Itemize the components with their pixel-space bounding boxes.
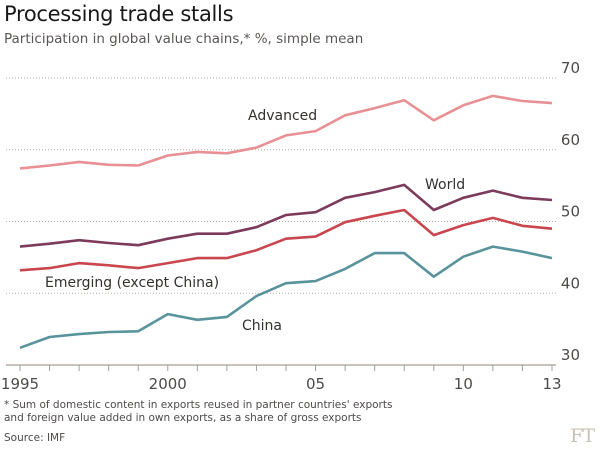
- y-tick-label: 70: [561, 59, 580, 77]
- footnote-line-1: * Sum of domestic content in exports reu…: [4, 399, 393, 411]
- series-lines: [19, 94, 553, 350]
- series-line-advanced: [19, 94, 553, 170]
- y-tick-label: 40: [561, 274, 580, 292]
- x-axis: 1995 2000 05 10 13: [1, 364, 562, 393]
- line-chart: 30 40 50 60 70 1995 2000 05 10 13 Advanced World E…: [1, 59, 580, 393]
- x-tick-label: 1995: [1, 375, 39, 393]
- series-line-world: [19, 183, 553, 248]
- ft-logo: FT: [570, 425, 595, 447]
- y-tick-label: 60: [561, 131, 580, 149]
- series-label: Advanced: [248, 108, 317, 124]
- y-tick-label: 50: [561, 203, 580, 221]
- x-tick-label: 10: [454, 375, 473, 393]
- footnote-line-2: and foreign value added in own exports, …: [4, 412, 362, 424]
- y-tick-labels: 30 40 50 60 70: [561, 59, 580, 364]
- series-line-emerging-except-china: [19, 208, 553, 272]
- series-labels: Advanced World Emerging (except China) Chin…: [45, 108, 465, 334]
- footnote: * Sum of domestic content in exports reu…: [4, 399, 444, 425]
- series-label: China: [242, 318, 282, 334]
- series-label: World: [425, 177, 465, 193]
- x-tick-label: 2000: [149, 375, 187, 393]
- x-tick-label: 13: [542, 375, 561, 393]
- x-tick-label: 05: [306, 375, 325, 393]
- series-line-china: [19, 245, 553, 350]
- chart-subtitle: Participation in global value chains,* %…: [4, 31, 364, 47]
- chart-title: Processing trade stalls: [4, 2, 234, 26]
- source-note: Source: IMF: [4, 432, 66, 444]
- series-label: Emerging (except China): [45, 275, 219, 291]
- y-tick-label: 30: [561, 346, 580, 364]
